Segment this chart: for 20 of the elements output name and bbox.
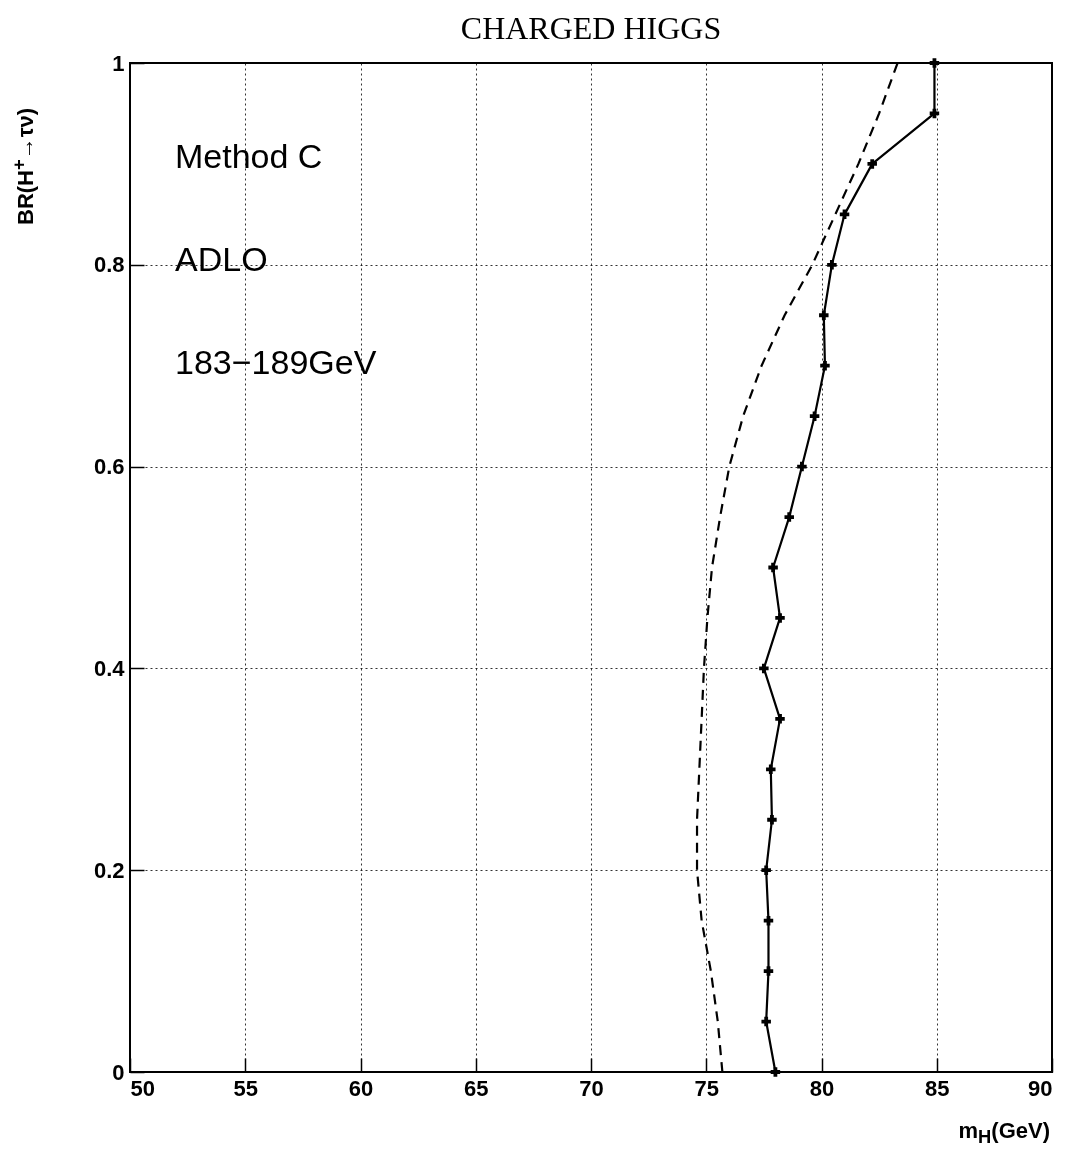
x-tick-label: 55	[233, 1075, 258, 1101]
y-tick-label: 0.6	[93, 454, 125, 480]
y-tick-label: 0.2	[93, 857, 125, 883]
x-tick-label: 60	[348, 1075, 374, 1101]
y-tick-label: 1	[112, 50, 125, 76]
x-axis-title: m$_{H}$(GeV)	[958, 1118, 1050, 1149]
x-tick-label: 85	[925, 1075, 950, 1101]
x-tick-label: 75	[694, 1075, 719, 1101]
x-tick-label: 70	[579, 1075, 604, 1101]
y-tick-label: 0.4	[93, 655, 126, 681]
x-tick-label: 80	[809, 1075, 835, 1101]
y-tick-label: 0.8	[93, 252, 125, 278]
x-tick-label: 50	[130, 1075, 155, 1101]
chart-title: CHARGED HIGGS	[460, 10, 722, 46]
x-tick-label: 90	[1028, 1075, 1053, 1101]
annotation: ADLO	[175, 240, 268, 278]
y-tick-label: 0	[112, 1059, 125, 1085]
annotation: Method C	[175, 137, 323, 175]
x-tick-label: 65	[464, 1075, 489, 1101]
annotation: 183−189GeV	[175, 343, 377, 381]
